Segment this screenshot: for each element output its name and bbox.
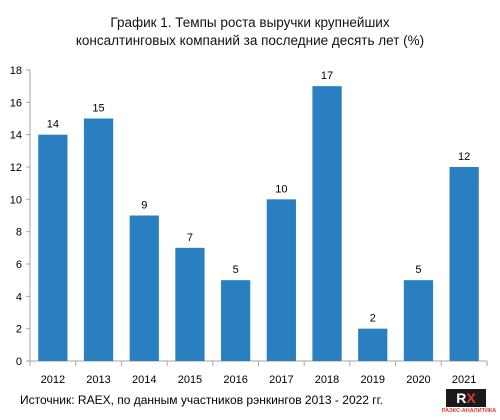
source-note: Источник: RAEX, по данным участников рэн…: [20, 393, 383, 407]
x-tick-label-2017: 2017: [269, 374, 293, 386]
x-tick-label-2019: 2019: [361, 374, 385, 386]
x-tick-label-2020: 2020: [406, 374, 430, 386]
y-tick-label: 18: [10, 65, 22, 77]
x-tick-label-2021: 2021: [452, 374, 476, 386]
x-tick-label-2013: 2013: [86, 374, 110, 386]
data-label-2015: 7: [187, 232, 193, 244]
y-tick-label: 12: [10, 162, 22, 174]
bar-2019: [358, 328, 388, 361]
bar-2021: [449, 167, 479, 361]
x-tick-label-2015: 2015: [178, 374, 202, 386]
x-tick-label-2016: 2016: [223, 374, 247, 386]
data-label-2017: 10: [275, 183, 287, 195]
chart-bars: [38, 86, 479, 362]
data-label-2018: 17: [321, 70, 333, 82]
raex-logo: RX РАЭКС-АНАЛИТИКА: [440, 389, 498, 417]
x-tick-label-2012: 2012: [41, 374, 65, 386]
y-tick-label: 14: [10, 130, 22, 142]
x-tick-label-2014: 2014: [132, 374, 156, 386]
data-label-2020: 5: [415, 264, 421, 276]
bar-2016: [221, 280, 251, 361]
bar-2012: [38, 134, 68, 361]
chart-y-ticks: 0 2 4 6 8 10 12 14 16 18: [10, 65, 30, 368]
chart-title-line-1: График 1. Темпы роста выручки крупнейших: [110, 15, 390, 30]
data-label-2021: 12: [458, 151, 470, 163]
raex-logo-mark: RX: [446, 389, 486, 407]
y-tick-label: 2: [16, 324, 22, 336]
data-label-2013: 15: [92, 103, 104, 115]
bar-2014: [129, 215, 159, 361]
data-label-2019: 2: [370, 313, 376, 325]
y-tick-label: 8: [16, 227, 22, 239]
chart-title: График 1. Темпы роста выручки крупнейших…: [0, 14, 500, 50]
bar-2017: [266, 199, 296, 361]
bar-2015: [175, 247, 205, 361]
y-tick-label: 6: [16, 259, 22, 271]
raex-logo-text: РАЭКС-АНАЛИТИКА: [441, 408, 497, 414]
x-tick-label-2018: 2018: [315, 374, 339, 386]
bar-2013: [83, 118, 114, 361]
y-tick-label: 10: [10, 194, 22, 206]
data-label-2012: 14: [47, 119, 59, 131]
y-tick-label: 0: [16, 356, 22, 368]
bar-2018: [312, 86, 342, 362]
y-tick-label: 4: [16, 291, 22, 303]
bar-2020: [403, 280, 434, 361]
chart-x-ticks: 2012 2013 2014 2015 2016 2017 2018 2019 2020 2021: [29, 361, 488, 386]
y-tick-label: 16: [10, 97, 22, 109]
chart-title-line-2: консалтинговых компаний за последние дес…: [75, 33, 425, 48]
data-label-2016: 5: [233, 264, 239, 276]
data-label-2014: 9: [141, 200, 147, 212]
chart-data-labels: 14 15 9 7 5 10 17 2 5 12: [47, 70, 471, 325]
